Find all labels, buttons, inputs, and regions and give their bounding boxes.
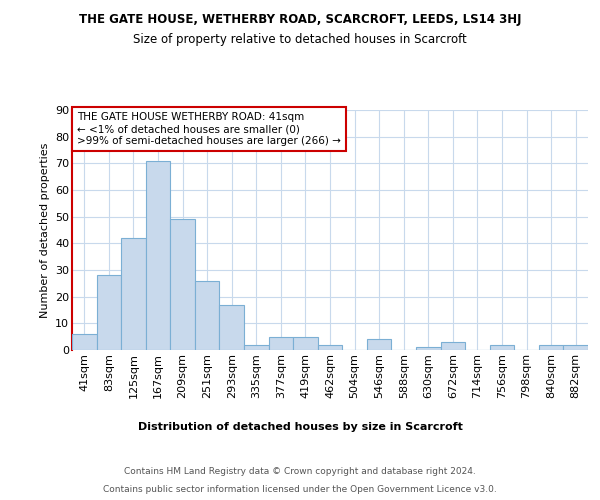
Text: THE GATE HOUSE, WETHERBY ROAD, SCARCROFT, LEEDS, LS14 3HJ: THE GATE HOUSE, WETHERBY ROAD, SCARCROFT…	[79, 12, 521, 26]
Bar	[318, 344, 342, 350]
Bar	[416, 348, 440, 350]
Bar	[97, 276, 121, 350]
Bar	[490, 344, 514, 350]
Bar	[539, 344, 563, 350]
Bar	[244, 344, 269, 350]
Bar	[269, 336, 293, 350]
Y-axis label: Number of detached properties: Number of detached properties	[40, 142, 50, 318]
Bar	[563, 344, 588, 350]
Text: Size of property relative to detached houses in Scarcroft: Size of property relative to detached ho…	[133, 32, 467, 46]
Bar	[72, 334, 97, 350]
Text: Distribution of detached houses by size in Scarcroft: Distribution of detached houses by size …	[137, 422, 463, 432]
Text: THE GATE HOUSE WETHERBY ROAD: 41sqm
← <1% of detached houses are smaller (0)
>99: THE GATE HOUSE WETHERBY ROAD: 41sqm ← <1…	[77, 112, 341, 146]
Bar	[146, 160, 170, 350]
Bar	[220, 304, 244, 350]
Bar	[195, 280, 220, 350]
Bar	[293, 336, 318, 350]
Text: Contains HM Land Registry data © Crown copyright and database right 2024.: Contains HM Land Registry data © Crown c…	[124, 468, 476, 476]
Bar	[367, 340, 391, 350]
Text: Contains public sector information licensed under the Open Government Licence v3: Contains public sector information licen…	[103, 485, 497, 494]
Bar	[440, 342, 465, 350]
Bar	[170, 220, 195, 350]
Bar	[121, 238, 146, 350]
